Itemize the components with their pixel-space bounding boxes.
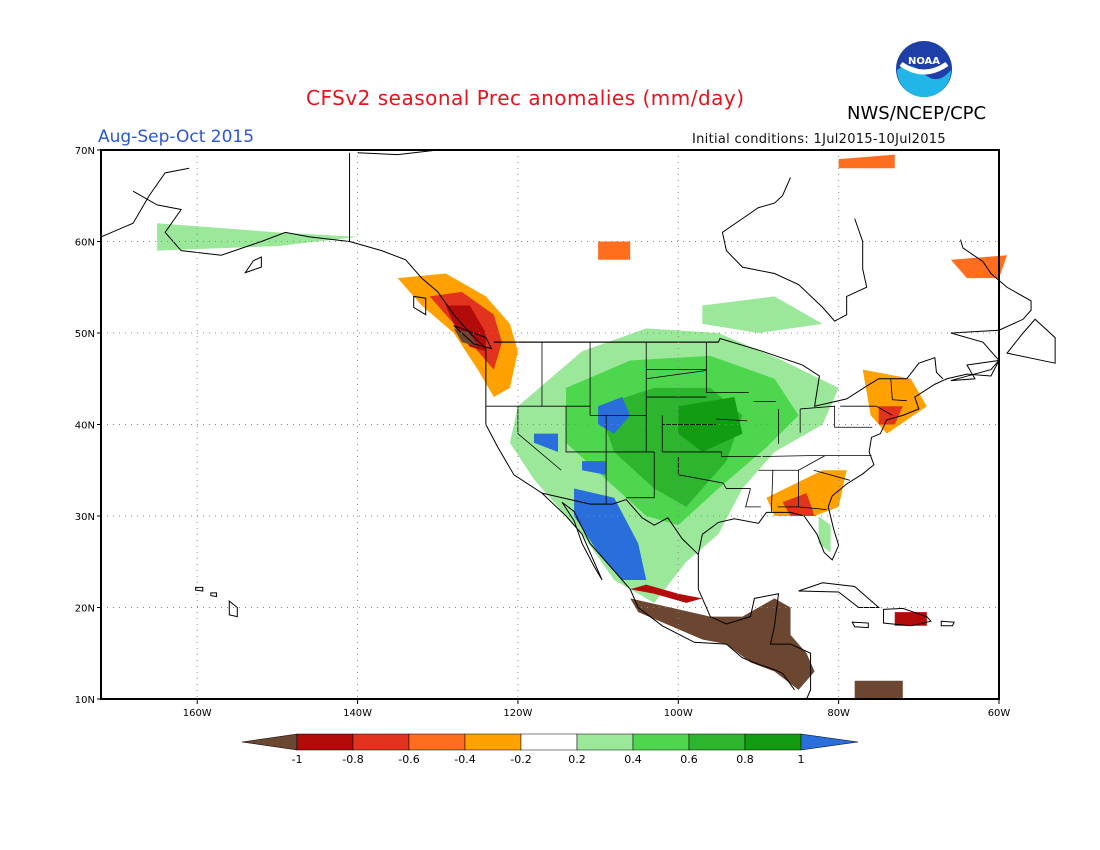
agency-label: NWS/NCEP/CPC <box>847 103 987 124</box>
colorbar-label: 1 <box>798 753 805 766</box>
anomaly-orange-canada <box>598 241 631 260</box>
state-border <box>890 378 907 402</box>
anomaly-brown-central-america <box>630 598 815 690</box>
coast-kodiak <box>244 256 262 274</box>
colorbar-label: -1 <box>292 753 303 766</box>
colorbar-segment <box>296 733 354 751</box>
colorbar-segment <box>408 733 466 751</box>
colorbar-label: -0.4 <box>454 753 475 766</box>
colorbar-label: 0.2 <box>568 753 586 766</box>
coast-hudson-bay <box>721 177 868 322</box>
anomaly-orange-labrador <box>950 255 1008 279</box>
state-border <box>770 470 774 513</box>
colorbar-label: -0.6 <box>398 753 419 766</box>
state-border <box>745 488 761 508</box>
anomaly-blue-nevada <box>533 433 559 452</box>
colorbar-label: -0.2 <box>510 753 531 766</box>
lat-tick-label: 50N <box>75 329 95 340</box>
anomaly-darkred-hispaniola <box>894 612 927 626</box>
anomaly-brown-caribbean <box>854 680 903 699</box>
coast-puerto-rico <box>940 620 955 627</box>
coast-hispaniola <box>883 607 932 627</box>
forecast-period: Aug-Sep-Oct 2015 <box>98 127 255 147</box>
anomaly-blue-mexico <box>574 488 647 581</box>
coast-bering <box>100 167 190 238</box>
coast-jamaica <box>851 621 869 629</box>
colorbar-segment <box>352 733 410 751</box>
coast-cuba <box>798 582 881 608</box>
anomaly-layer <box>157 154 1008 699</box>
noaa-logo: NOAA <box>896 41 952 97</box>
state-border <box>813 469 850 481</box>
border-us-mexico <box>541 492 699 555</box>
coast-arctic <box>357 149 438 156</box>
anomaly-light-green-florida <box>818 516 831 553</box>
anomaly-blue-arizona <box>582 461 607 475</box>
state-border <box>800 405 873 428</box>
initial-conditions: Initial conditions: 1Jul2015-10Jul2015 <box>692 132 946 147</box>
coast-pacific <box>132 190 795 691</box>
border-us-canada-line <box>493 337 944 407</box>
lon-tick-label: 160W <box>183 708 212 719</box>
lat-tick-label: 70N <box>75 146 95 157</box>
coast-vancouver-island <box>453 325 493 350</box>
colorbar-high-arrow <box>800 733 859 751</box>
state-border <box>517 406 562 471</box>
colorbar-low-arrow <box>241 733 298 751</box>
state-border <box>626 451 655 499</box>
lon-tick-label: 140W <box>343 708 372 719</box>
colorbar-legend: -1 -0.8 -0.6 -0.4 -0.2 0.2 0.4 0.6 0.8 1 <box>241 733 859 766</box>
colorbar-label: 0.4 <box>624 753 642 766</box>
colorbar-segment <box>632 733 690 751</box>
coast-maritimes <box>950 359 1001 382</box>
lat-tick-label: 10N <box>75 695 95 706</box>
anomaly-light-green-canada <box>702 296 823 333</box>
state-border <box>840 405 893 416</box>
state-border <box>646 370 707 380</box>
colorbar-segment <box>576 733 634 751</box>
state-border <box>565 406 655 453</box>
anomaly-darkred-mexico <box>630 584 703 603</box>
axis-ticks: 160W 140W 120W 100W 80W 60W 70N 60N 50N 40N 30N 20N… <box>75 146 1011 719</box>
state-border <box>762 455 872 457</box>
state-border <box>758 455 826 471</box>
colorbar-segment <box>464 733 522 751</box>
lat-tick-label: 60N <box>75 238 95 249</box>
coast-atlantic <box>697 239 1032 700</box>
colorbar-segment <box>744 733 802 751</box>
lon-tick-label: 120W <box>503 708 532 719</box>
lon-tick-label: 100W <box>664 708 693 719</box>
lon-tick-label: 60W <box>988 708 1011 719</box>
anomaly-light-green-alaska <box>157 223 358 251</box>
coast-hawaii-big <box>228 600 238 618</box>
lat-tick-label: 40N <box>75 421 95 432</box>
lon-tick-label: 80W <box>827 708 850 719</box>
colorbar-label: 0.8 <box>736 753 754 766</box>
lat-tick-label: 20N <box>75 604 95 615</box>
coast-oahu <box>210 592 217 598</box>
state-border <box>721 451 761 457</box>
logo-text: NOAA <box>908 56 940 67</box>
colorbar-label: -0.8 <box>342 753 363 766</box>
chart-title: CFSv2 seasonal Prec anomalies (mm/day) <box>306 86 745 110</box>
lat-tick-label: 30N <box>75 512 95 523</box>
coast-haida-gwaii <box>413 295 427 316</box>
state-border <box>715 418 748 422</box>
state-border <box>722 482 751 489</box>
state-border <box>705 342 749 393</box>
colorbar-segment <box>688 733 746 751</box>
colorbar-label: 0.6 <box>680 753 698 766</box>
state-border <box>798 506 827 510</box>
colorbar-segment <box>520 733 578 751</box>
coast-newfoundland <box>1006 318 1056 364</box>
anomaly-orange-baffin <box>838 154 895 169</box>
coast-kauai <box>195 586 204 592</box>
